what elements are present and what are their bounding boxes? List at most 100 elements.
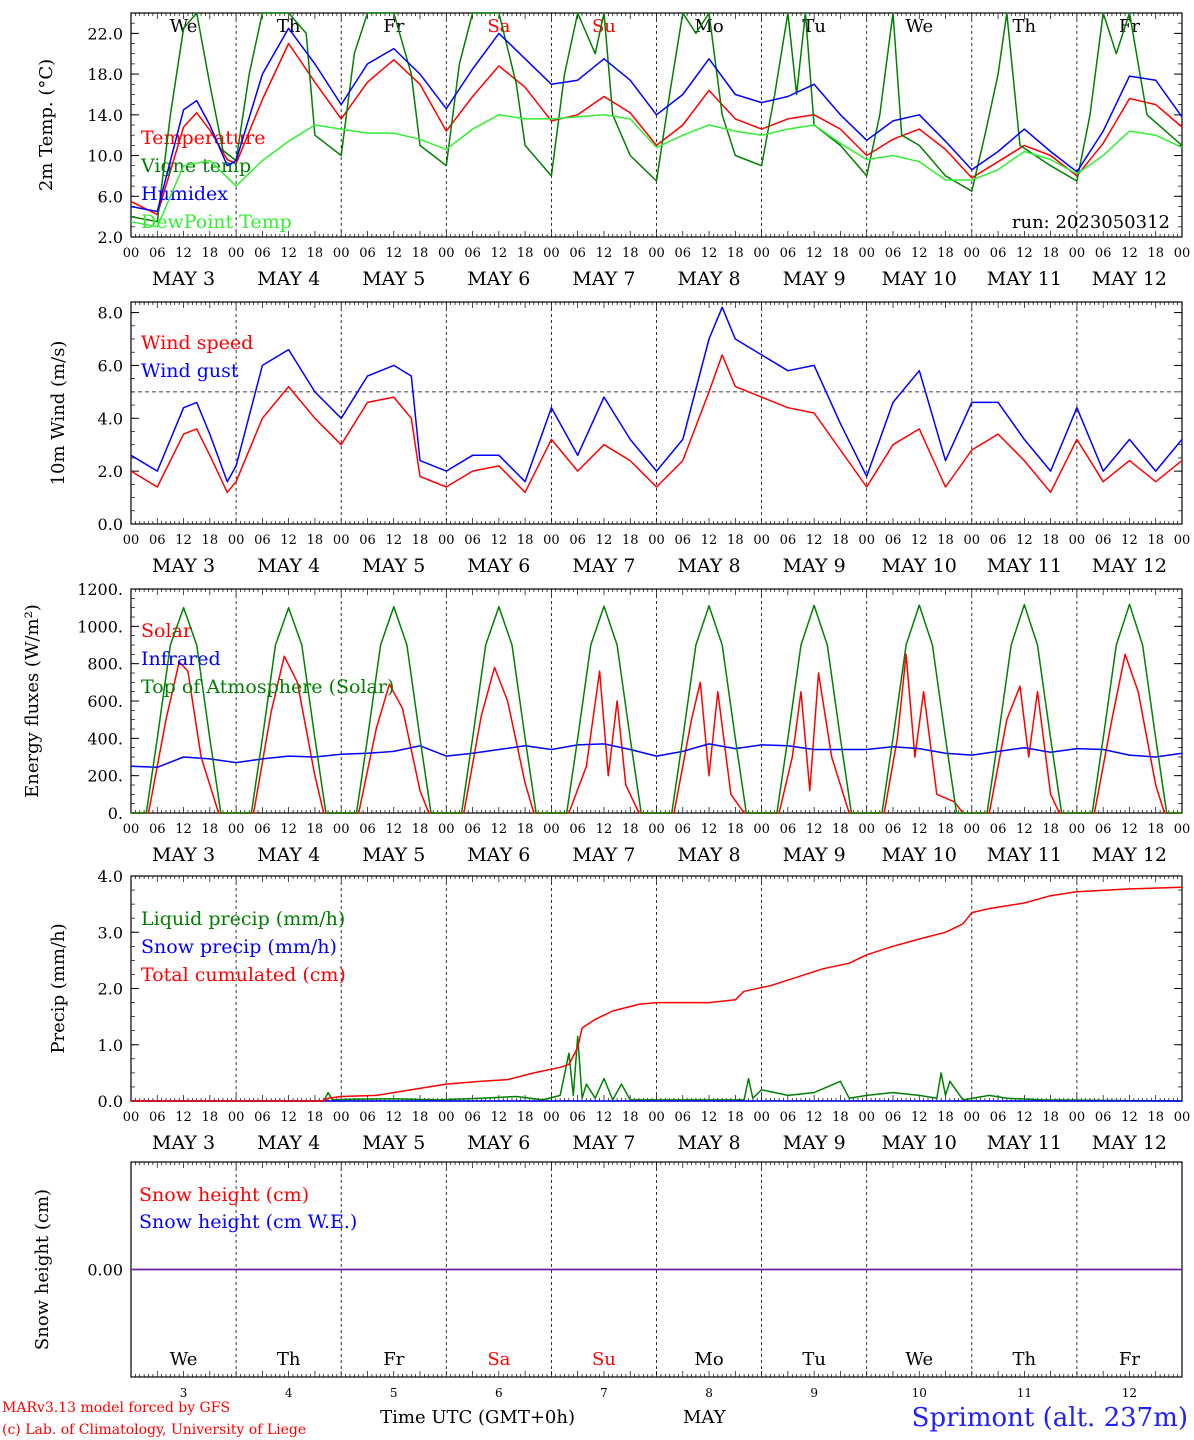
hour-tick-label: 06	[1095, 1110, 1112, 1125]
hour-tick-label: 06	[254, 822, 271, 837]
hour-tick-label: 12	[280, 1110, 297, 1125]
y-tick-label: 600.	[87, 692, 123, 711]
hour-tick-label: 06	[990, 822, 1007, 837]
legend-entry: Total cumulated (cm)	[141, 964, 346, 986]
chart-panel-2: 0.0 2.0 4.0 6.0 8.0 10m Wind (m/s) Wind speed W…	[48, 301, 1190, 577]
hour-tick-label: 12	[385, 822, 402, 837]
hour-tick-label: 12	[701, 246, 718, 261]
hour-tick-label: 18	[412, 1110, 429, 1125]
hour-tick-label: 00	[858, 1110, 875, 1125]
day-number-label: 6	[495, 1386, 503, 1400]
date-label: MAY 6	[467, 555, 530, 577]
hour-tick-label: 12	[911, 246, 928, 261]
legend-entry: Top of Atmosphere (Solar)	[141, 676, 394, 698]
date-label: MAY 4	[257, 844, 320, 866]
weekday-label: Fr	[383, 16, 404, 37]
y-tick-label: 0.0	[98, 515, 123, 534]
date-label: MAY 11	[987, 1132, 1062, 1154]
hour-tick-label: 00	[1069, 246, 1086, 261]
hour-tick-label: 12	[701, 1110, 718, 1125]
hour-tick-label: 18	[412, 822, 429, 837]
hour-tick-label: 06	[990, 1110, 1007, 1125]
hour-tick-label: 00	[123, 822, 140, 837]
hour-tick-label: 12	[1016, 533, 1033, 548]
panel-frame	[130, 588, 1183, 814]
hour-tick-label: 00	[858, 822, 875, 837]
hour-tick-label: 00	[753, 533, 770, 548]
hour-tick-label: 00	[858, 533, 875, 548]
weekday-label: Mo	[694, 16, 723, 37]
hour-tick-label: 12	[280, 246, 297, 261]
date-label: MAY 9	[783, 844, 846, 866]
date-label: MAY 11	[987, 268, 1062, 290]
hour-tick-label: 06	[885, 1110, 902, 1125]
y-tick-label: 1200.	[77, 580, 123, 599]
hour-tick-label: 06	[569, 533, 586, 548]
weekday-label: We	[905, 16, 933, 37]
hour-tick-label: 18	[622, 533, 639, 548]
hour-tick-label: 12	[596, 822, 613, 837]
series-line-3-1	[131, 653, 1182, 814]
hour-tick-label: 18	[307, 1110, 324, 1125]
hour-tick-label: 18	[622, 822, 639, 837]
hour-tick-label: 00	[1174, 822, 1191, 837]
y-axis-title: Energy fluxes (W/m²)	[22, 604, 43, 798]
hour-tick-label: 00	[753, 246, 770, 261]
date-label: MAY 6	[467, 844, 530, 866]
day-number-label: 9	[810, 1386, 818, 1400]
hour-tick-label: 18	[937, 822, 954, 837]
hour-tick-label: 18	[937, 533, 954, 548]
footer-month-label: MAY	[683, 1407, 727, 1428]
legend-entry: Wind speed	[141, 332, 253, 354]
hour-tick-label: 00	[228, 246, 245, 261]
weekday-label: We	[170, 16, 198, 37]
hour-tick-label: 00	[438, 246, 455, 261]
date-label: MAY 12	[1092, 555, 1167, 577]
hour-tick-label: 12	[596, 1110, 613, 1125]
hour-tick-label: 00	[438, 1110, 455, 1125]
series-line-3-2	[130, 743, 1183, 769]
hour-tick-label: 12	[806, 1110, 823, 1125]
hour-tick-label: 12	[1016, 246, 1033, 261]
date-label: MAY 3	[152, 268, 215, 290]
hour-tick-label: 00	[438, 533, 455, 548]
hour-tick-label: 00	[753, 822, 770, 837]
y-tick-label: 22.0	[87, 24, 123, 43]
hour-tick-label: 00	[648, 246, 665, 261]
hour-tick-label: 12	[385, 246, 402, 261]
hour-tick-label: 18	[1042, 246, 1059, 261]
hour-tick-label: 06	[885, 246, 902, 261]
weekday-label: Th	[1013, 16, 1037, 37]
date-label: MAY 8	[678, 844, 741, 866]
hour-tick-label: 06	[675, 1110, 692, 1125]
y-tick-label: 2.0	[98, 980, 123, 999]
hour-tick-label: 06	[990, 533, 1007, 548]
hour-tick-label: 12	[1121, 822, 1138, 837]
hour-tick-label: 00	[123, 246, 140, 261]
date-label: MAY 7	[572, 555, 635, 577]
hour-tick-label: 18	[517, 1110, 534, 1125]
date-label: MAY 5	[362, 1132, 425, 1154]
hour-tick-label: 06	[675, 246, 692, 261]
hour-tick-label: 12	[806, 533, 823, 548]
hour-tick-label: 18	[727, 1110, 744, 1125]
hour-tick-label: 18	[517, 822, 534, 837]
hour-tick-label: 12	[175, 246, 192, 261]
hour-tick-label: 18	[202, 533, 219, 548]
hour-tick-label: 12	[280, 822, 297, 837]
hour-tick-label: 18	[832, 1110, 849, 1125]
legend-entry: Solar	[141, 620, 193, 642]
legend-entry: DewPoint Temp	[141, 211, 292, 233]
date-label: MAY 7	[572, 844, 635, 866]
y-tick-label: 800.	[87, 655, 123, 674]
y-tick-label: 8.0	[98, 304, 123, 323]
y-tick-label: 6.0	[98, 356, 123, 375]
weekday-label: Mo	[694, 1349, 723, 1370]
footer-station: Sprimont (alt. 237m)	[912, 1403, 1188, 1433]
hour-tick-label: 06	[149, 822, 166, 837]
date-label: MAY 7	[572, 1132, 635, 1154]
hour-tick-label: 12	[596, 246, 613, 261]
day-number-label: 8	[705, 1386, 713, 1400]
y-tick-label: 2.0	[98, 462, 123, 481]
hour-tick-label: 06	[990, 246, 1007, 261]
